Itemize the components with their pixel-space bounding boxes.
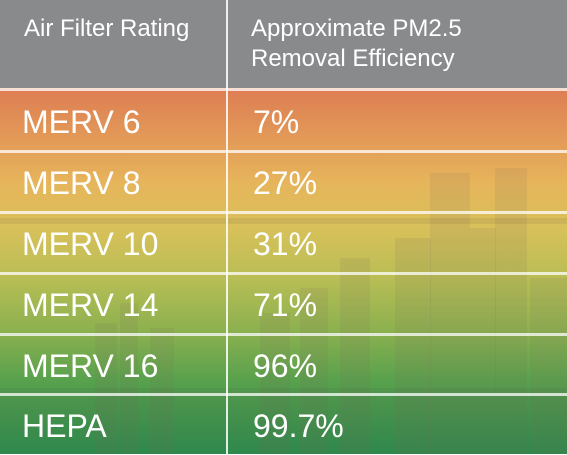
row-divider xyxy=(0,272,567,275)
table-row: MERV 14 71% xyxy=(0,276,567,334)
rating-cell: HEPA xyxy=(22,407,107,444)
efficiency-cell: 27% xyxy=(253,164,318,201)
efficiency-cell: 71% xyxy=(253,286,318,323)
column-divider xyxy=(226,0,228,454)
header-air-filter-rating: Air Filter Rating xyxy=(24,15,190,42)
row-divider xyxy=(0,393,567,396)
header-removal-efficiency-line2: Removal Efficiency xyxy=(251,45,455,72)
header-removal-efficiency: Approximate PM2.5 Removal Efficiency xyxy=(227,0,567,88)
table-row: HEPA 99.7% xyxy=(0,397,567,455)
efficiency-cell: 7% xyxy=(253,103,300,140)
row-divider xyxy=(0,88,567,91)
rating-cell: MERV 8 xyxy=(22,164,141,201)
table-header: Air Filter Rating Approximate PM2.5 Remo… xyxy=(0,0,567,88)
table-row: MERV 6 7% xyxy=(0,93,567,151)
table-row: MERV 8 27% xyxy=(0,154,567,212)
table-row: MERV 10 31% xyxy=(0,215,567,273)
header-removal-efficiency-line1: Approximate PM2.5 xyxy=(251,15,462,42)
efficiency-cell: 31% xyxy=(253,225,318,262)
row-divider xyxy=(0,333,567,336)
rating-cell: MERV 6 xyxy=(22,103,141,140)
efficiency-cell: 99.7% xyxy=(253,407,344,444)
rating-cell: MERV 14 xyxy=(22,286,159,323)
row-divider xyxy=(0,211,567,214)
rating-cell: MERV 16 xyxy=(22,347,159,384)
row-divider xyxy=(0,150,567,153)
rating-cell: MERV 10 xyxy=(22,225,159,262)
table-row: MERV 16 96% xyxy=(0,337,567,395)
efficiency-cell: 96% xyxy=(253,347,318,384)
